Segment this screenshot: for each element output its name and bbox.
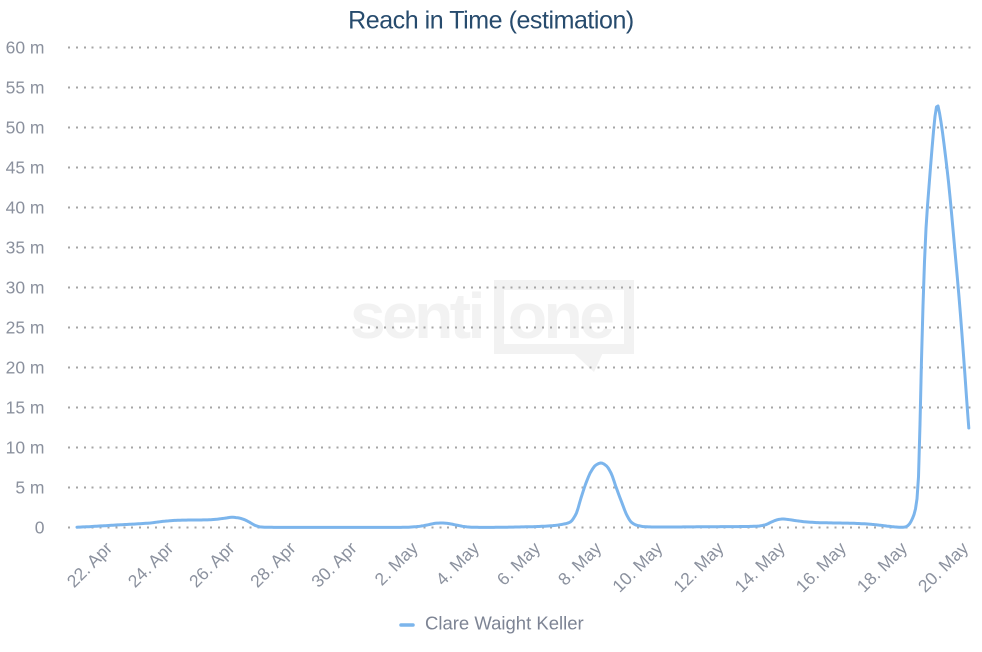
svg-text:14. May: 14. May (731, 538, 789, 596)
svg-text:20 m: 20 m (6, 357, 45, 377)
svg-text:10 m: 10 m (6, 437, 45, 457)
svg-text:35 m: 35 m (6, 237, 45, 257)
svg-text:2. May: 2. May (371, 538, 422, 589)
svg-text:18. May: 18. May (853, 538, 911, 596)
svg-text:0: 0 (35, 517, 45, 537)
svg-text:5 m: 5 m (15, 477, 44, 497)
svg-text:Clare Waight Keller: Clare Waight Keller (425, 613, 584, 634)
svg-text:Reach in Time (estimation): Reach in Time (estimation) (348, 7, 634, 35)
svg-text:16. May: 16. May (792, 538, 850, 596)
svg-text:50 m: 50 m (6, 117, 45, 137)
svg-text:senti: senti (350, 280, 482, 352)
svg-text:28. Apr: 28. Apr (246, 538, 299, 591)
svg-text:40 m: 40 m (6, 197, 45, 217)
svg-text:55 m: 55 m (6, 77, 45, 97)
svg-text:10. May: 10. May (608, 538, 666, 596)
svg-text:one: one (508, 280, 613, 352)
svg-text:15 m: 15 m (6, 397, 45, 417)
svg-text:4. May: 4. May (432, 538, 483, 589)
svg-text:60 m: 60 m (6, 37, 45, 57)
svg-text:26. Apr: 26. Apr (185, 538, 238, 591)
svg-text:25 m: 25 m (6, 317, 45, 337)
svg-text:8. May: 8. May (554, 538, 605, 589)
svg-text:22. Apr: 22. Apr (63, 538, 116, 591)
svg-text:30 m: 30 m (6, 277, 45, 297)
svg-text:6. May: 6. May (493, 538, 544, 589)
svg-text:30. Apr: 30. Apr (307, 538, 360, 591)
svg-text:24. Apr: 24. Apr (124, 538, 177, 591)
svg-text:45 m: 45 m (6, 157, 45, 177)
svg-text:20. May: 20. May (914, 538, 972, 596)
svg-text:12. May: 12. May (669, 538, 727, 596)
